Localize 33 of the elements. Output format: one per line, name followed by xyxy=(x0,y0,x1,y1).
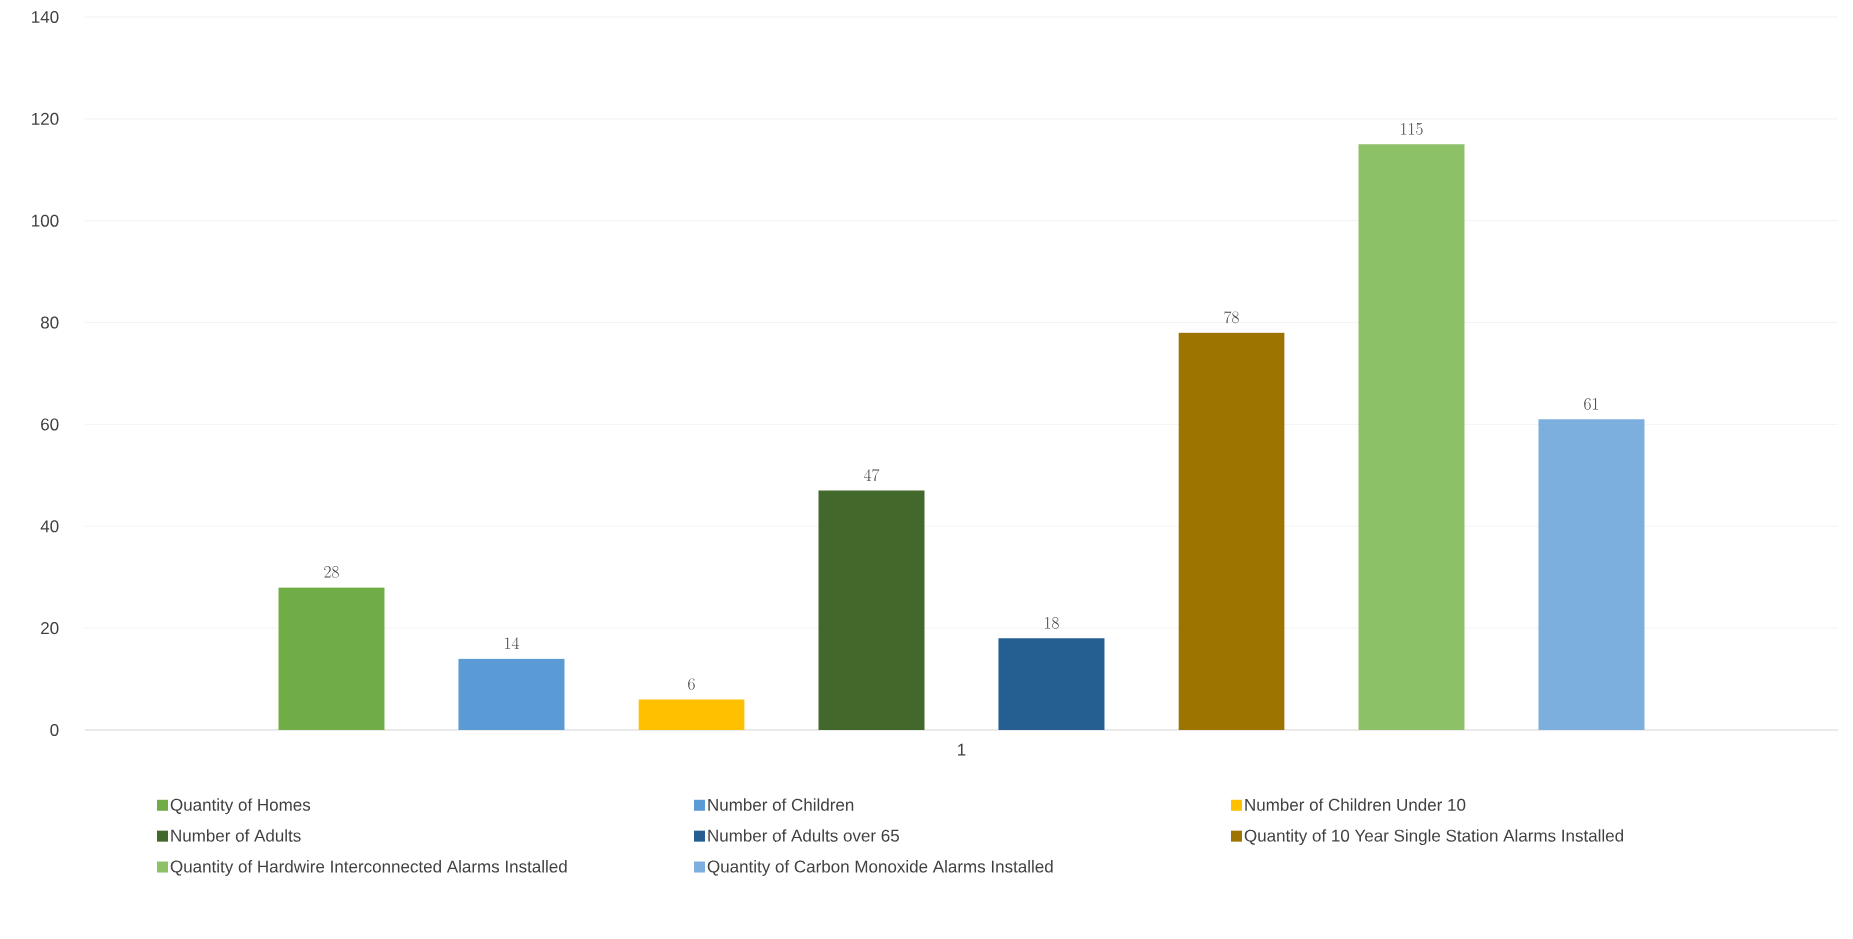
data-label: 18 xyxy=(1045,617,1059,629)
y-tick-label: 20 xyxy=(41,622,59,635)
legend-label: Quantity of Homes xyxy=(170,798,311,815)
bar xyxy=(638,699,745,730)
y-tick-label: 120 xyxy=(32,112,59,125)
data-label: 78 xyxy=(1224,311,1239,324)
legend-label: Quantity of Hardwire Interconnected Alarms Installed xyxy=(170,860,567,876)
y-tick-label: 140 xyxy=(32,10,59,24)
bar xyxy=(998,638,1105,730)
bar xyxy=(818,490,925,730)
x-tick-label: 1 xyxy=(958,743,966,756)
bar xyxy=(1358,144,1465,730)
bar xyxy=(278,587,385,730)
data-label: 14 xyxy=(505,637,520,649)
legend-label: Quantity of Carbon Monoxide Alarms Installed xyxy=(707,860,1053,876)
data-label: 28 xyxy=(324,566,339,578)
legend-label: Quantity of 10 Year Single Station Alarms Installed xyxy=(1244,829,1624,846)
y-tick-label: 100 xyxy=(32,214,59,227)
data-label: 61 xyxy=(1584,398,1599,410)
legend-label: Number of Children Under 10 xyxy=(1245,798,1466,811)
data-label: 115 xyxy=(1401,123,1423,135)
bar xyxy=(458,658,565,730)
legend-label: Number of Children xyxy=(708,798,854,811)
data-label: 6 xyxy=(688,678,695,690)
y-tick-label: 80 xyxy=(40,316,59,329)
y-tick-label: 60 xyxy=(41,418,59,431)
y-tick-label: 40 xyxy=(40,520,59,533)
bar xyxy=(1538,419,1645,730)
legend-label: Number of Adults xyxy=(171,829,301,842)
data-label: 47 xyxy=(863,469,880,482)
y-tick-label: 0 xyxy=(50,723,59,737)
bar xyxy=(1178,332,1285,730)
legend-label: Number of Adults over 65 xyxy=(708,829,899,842)
